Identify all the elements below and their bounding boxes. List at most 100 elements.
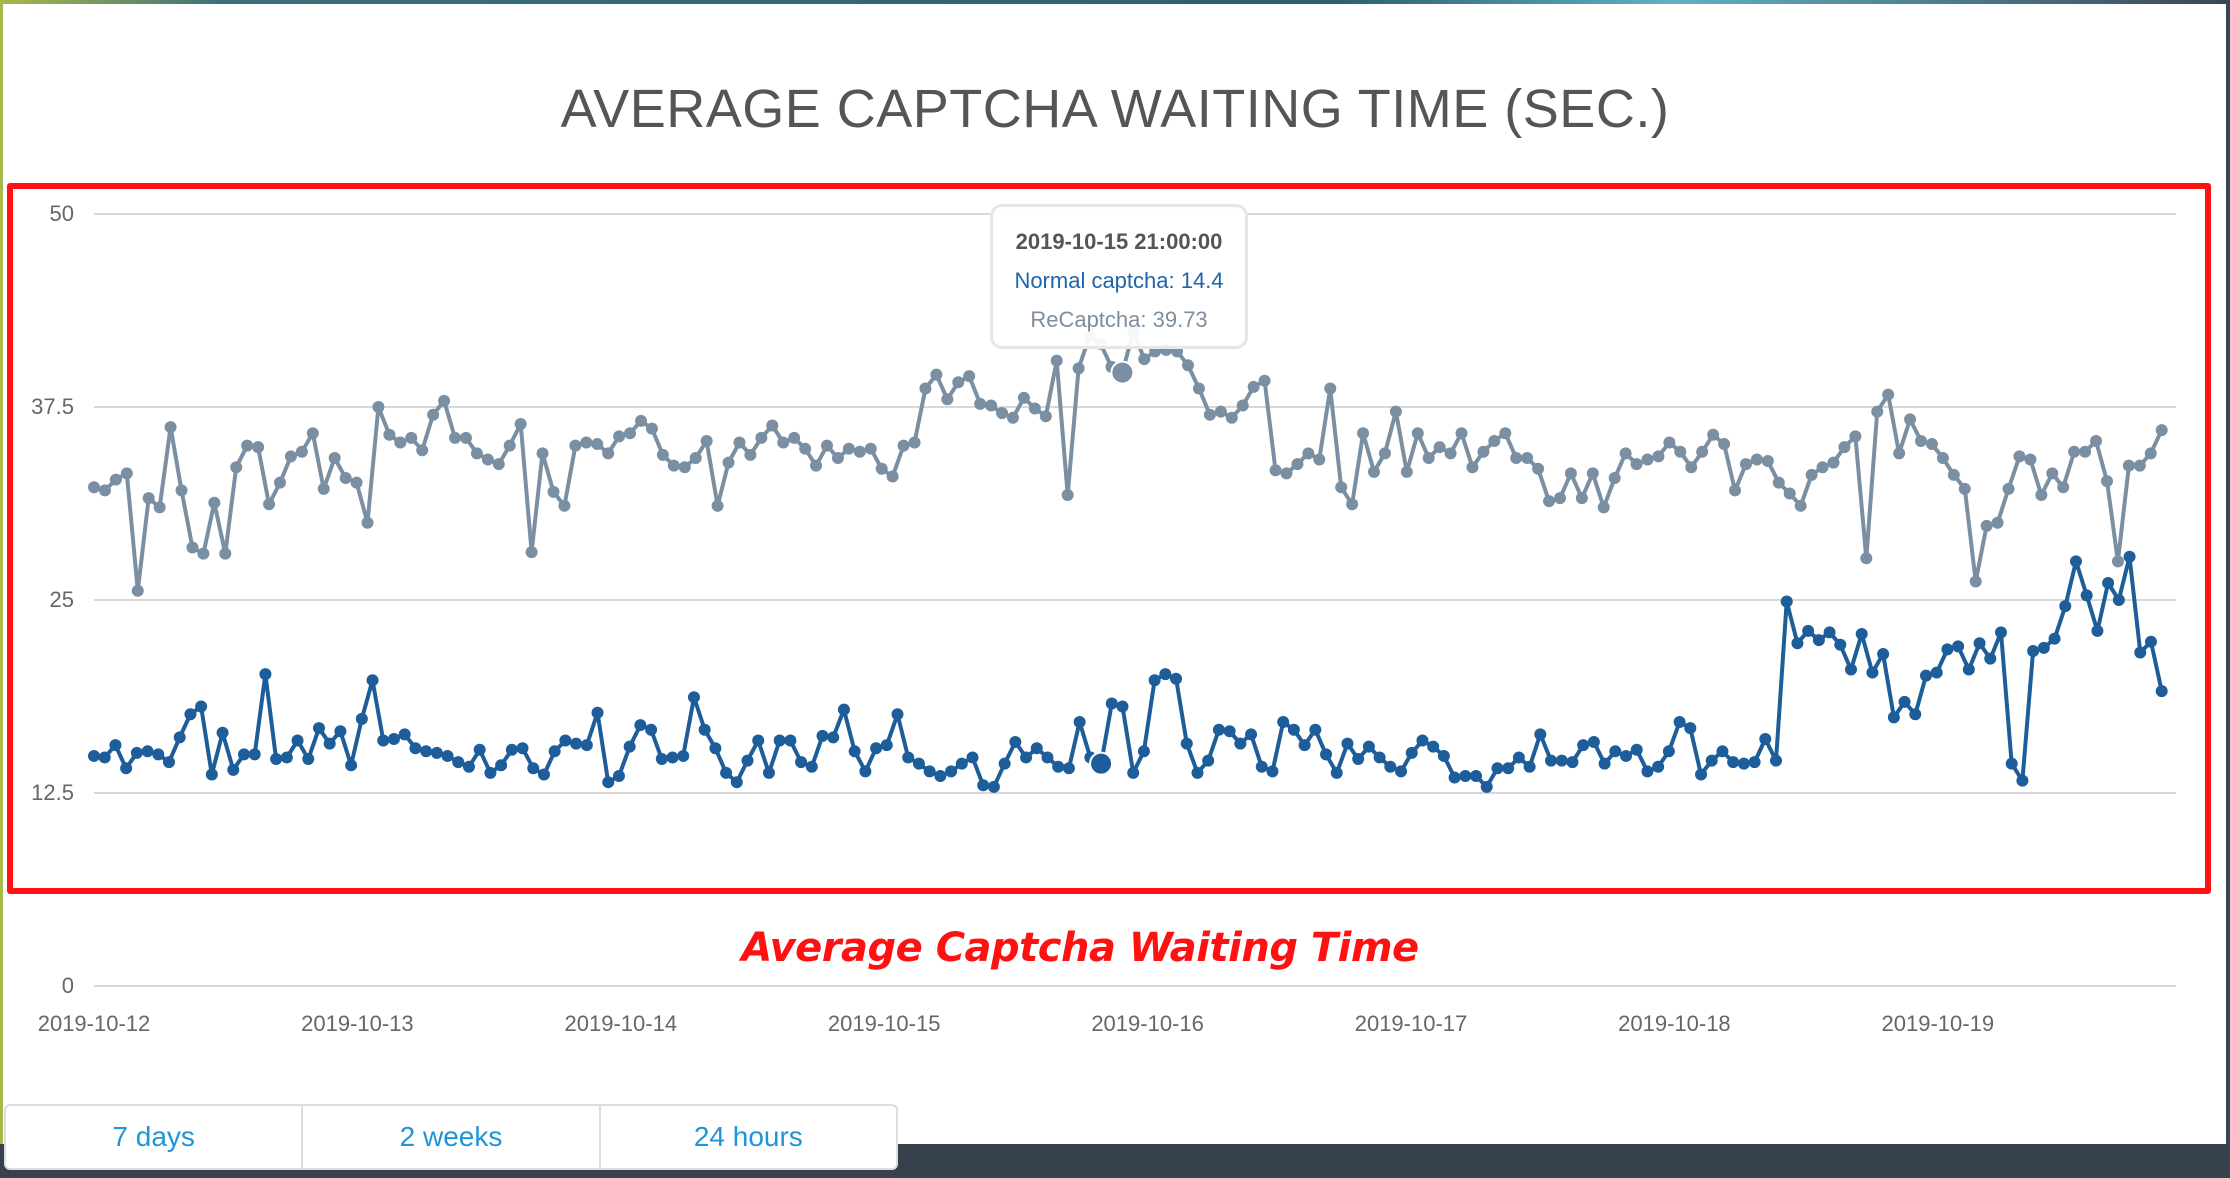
normal-captcha-point (270, 753, 283, 766)
normal-captcha-point (1994, 626, 2007, 639)
recaptcha-point (897, 439, 910, 452)
normal-captcha-point (495, 759, 508, 772)
normal-captcha-point (537, 768, 550, 781)
normal-captcha-point (1952, 640, 1965, 653)
normal-captcha-point (516, 742, 529, 755)
normal-captcha-point (162, 756, 175, 769)
normal-captcha-point (634, 719, 647, 732)
normal-captcha-point (612, 770, 625, 783)
recaptcha-point (1663, 436, 1676, 449)
recaptcha-point (1619, 447, 1632, 460)
recaptcha-point (2133, 459, 2146, 472)
recaptcha-point (2068, 445, 2081, 458)
normal-captcha-point (1437, 749, 1450, 762)
recaptcha-point (1980, 519, 1993, 532)
normal-captcha-point (1148, 674, 1161, 687)
recaptcha-point (1367, 465, 1380, 478)
normal-captcha-point (1159, 668, 1172, 681)
normal-captcha-point (580, 739, 593, 752)
recaptcha-point (109, 473, 122, 486)
normal-captcha-point (1277, 715, 1290, 728)
recaptcha-point (1269, 464, 1282, 477)
recaptcha-point (459, 431, 472, 444)
normal-captcha-point (1287, 723, 1300, 736)
normal-captcha-point (698, 723, 711, 736)
recaptcha-point (1258, 374, 1271, 387)
recaptcha-point (1564, 467, 1577, 480)
range-7-days-button[interactable]: 7 days (6, 1106, 304, 1168)
y-tick-label: 25 (50, 587, 74, 612)
normal-captcha-point (1770, 754, 1783, 767)
series-recaptcha[interactable] (88, 325, 2168, 597)
normal-captcha-point (248, 748, 261, 761)
normal-captcha-point (2155, 685, 2168, 698)
recaptcha-point (1006, 411, 1019, 424)
normal-captcha-point (505, 743, 518, 756)
normal-captcha-point (870, 742, 883, 755)
x-tick-label: 2019-10-13 (301, 1011, 414, 1036)
recaptcha-point (317, 482, 330, 495)
normal-captcha-point (677, 749, 690, 762)
x-tick-label: 2019-10-19 (1882, 1011, 1995, 1036)
normal-captcha-point (902, 751, 915, 764)
recaptcha-point (1543, 495, 1556, 508)
y-tick-label: 0 (62, 973, 74, 998)
recaptcha-point (722, 456, 735, 469)
normal-captcha-point (720, 766, 733, 779)
normal-captcha-point (109, 739, 122, 752)
left-edge-bar (0, 0, 3, 1178)
normal-captcha-point (1512, 751, 1525, 764)
recaptcha-point (1553, 492, 1566, 505)
recaptcha-point (788, 431, 801, 444)
recaptcha-point (1630, 458, 1643, 471)
normal-captcha-point (409, 742, 422, 755)
recaptcha-point (328, 451, 341, 464)
recaptcha-highlight-point (1110, 360, 1135, 385)
normal-captcha-point (1212, 723, 1225, 736)
range-2-weeks-button[interactable]: 2 weeks (303, 1106, 601, 1168)
normal-captcha-point (1041, 751, 1054, 764)
normal-captcha-point (377, 734, 390, 747)
recaptcha-point (536, 447, 549, 460)
recaptcha-point (755, 431, 768, 444)
recaptcha-point (1346, 498, 1359, 511)
recaptcha-point (886, 470, 899, 483)
normal-captcha-point (548, 745, 561, 758)
recaptcha-point (98, 484, 111, 497)
recaptcha-point (842, 442, 855, 455)
normal-captcha-point (859, 765, 872, 778)
recaptcha-point (153, 501, 166, 514)
normal-captcha-point (955, 757, 968, 770)
recaptcha-point (766, 419, 779, 432)
normal-captcha-point (302, 753, 315, 766)
recaptcha-point (2122, 459, 2135, 472)
recaptcha-point (1422, 451, 1435, 464)
recaptcha-point (1389, 405, 1402, 418)
normal-captcha-point (1630, 743, 1643, 756)
normal-captcha-point (570, 737, 583, 750)
recaptcha-point (1936, 451, 1949, 464)
recaptcha-point (678, 461, 691, 474)
recaptcha-point (1947, 468, 1960, 481)
recaptcha-point (591, 438, 604, 451)
recaptcha-point (295, 445, 308, 458)
recaptcha-point (1039, 410, 1052, 423)
recaptcha-point (1641, 453, 1654, 466)
recaptcha-point (930, 368, 943, 381)
recaptcha-point (1652, 450, 1665, 463)
normal-captcha-point (1812, 634, 1825, 647)
recaptcha-point (492, 458, 505, 471)
recaptcha-point (1378, 447, 1391, 460)
normal-captcha-point (762, 766, 775, 779)
series-normal-captcha[interactable] (88, 550, 2168, 793)
recaptcha-point (1466, 461, 1479, 474)
range-24-hours-button[interactable]: 24 hours (693, 1121, 803, 1152)
normal-captcha-point (1116, 700, 1129, 713)
normal-captcha-point (1545, 754, 1558, 767)
normal-captcha-point (805, 760, 818, 773)
recaptcha-point (908, 436, 921, 449)
normal-captcha-point (2069, 555, 2082, 568)
normal-captcha-point (462, 760, 475, 773)
recaptcha-point (2013, 450, 2026, 463)
